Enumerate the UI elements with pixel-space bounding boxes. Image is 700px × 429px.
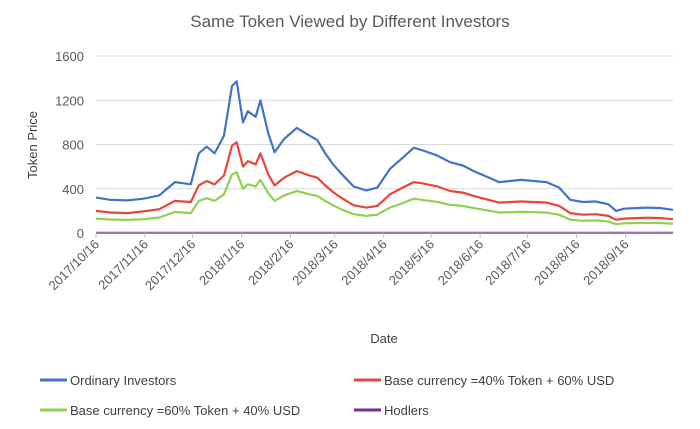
x-tick-label: 2017/10/16 [45, 237, 102, 294]
y-axis-label: Token Price [25, 111, 40, 179]
y-tick-label: 0 [77, 226, 84, 241]
x-tick-labels: 2017/10/162017/11/162017/12/162018/1/162… [45, 237, 631, 294]
x-tick-label: 2018/4/16 [338, 237, 390, 289]
series-line [95, 80, 674, 212]
x-tick-label: 2018/9/16 [580, 237, 632, 289]
x-tick-label: 2017/12/16 [142, 237, 199, 294]
x-tick-label: 2018/8/16 [531, 237, 583, 289]
y-tick-label: 1600 [55, 49, 84, 64]
y-tick-label: 800 [62, 138, 84, 153]
chart-title: Same Token Viewed by Different Investors [190, 12, 509, 31]
legend-label: Ordinary Investors [70, 373, 177, 388]
x-axis-label: Date [370, 331, 397, 346]
y-tick-label: 400 [62, 182, 84, 197]
y-tick-labels: 0 400 800 1200 1600 [55, 49, 84, 241]
x-tick-label: 2018/1/16 [196, 237, 248, 289]
axes [95, 232, 673, 238]
y-tick-label: 1200 [55, 93, 84, 108]
legend: Ordinary Investors Base currency =40% Tok… [40, 373, 614, 418]
series-line [95, 171, 674, 226]
series-line [95, 141, 674, 221]
x-tick-label: 2018/7/16 [482, 237, 534, 289]
legend-label: Hodlers [384, 403, 429, 418]
x-tick-label: 2018/6/16 [435, 237, 487, 289]
x-tick-label: 2018/5/16 [386, 237, 438, 289]
gridlines [96, 55, 673, 190]
legend-label: Base currency =40% Token + 60% USD [384, 373, 614, 388]
x-tick-label: 2018/2/16 [245, 237, 297, 289]
x-tick-label: 2018/3/16 [289, 237, 341, 289]
series-lines [95, 80, 674, 234]
legend-label: Base currency =60% Token + 40% USD [70, 403, 300, 418]
